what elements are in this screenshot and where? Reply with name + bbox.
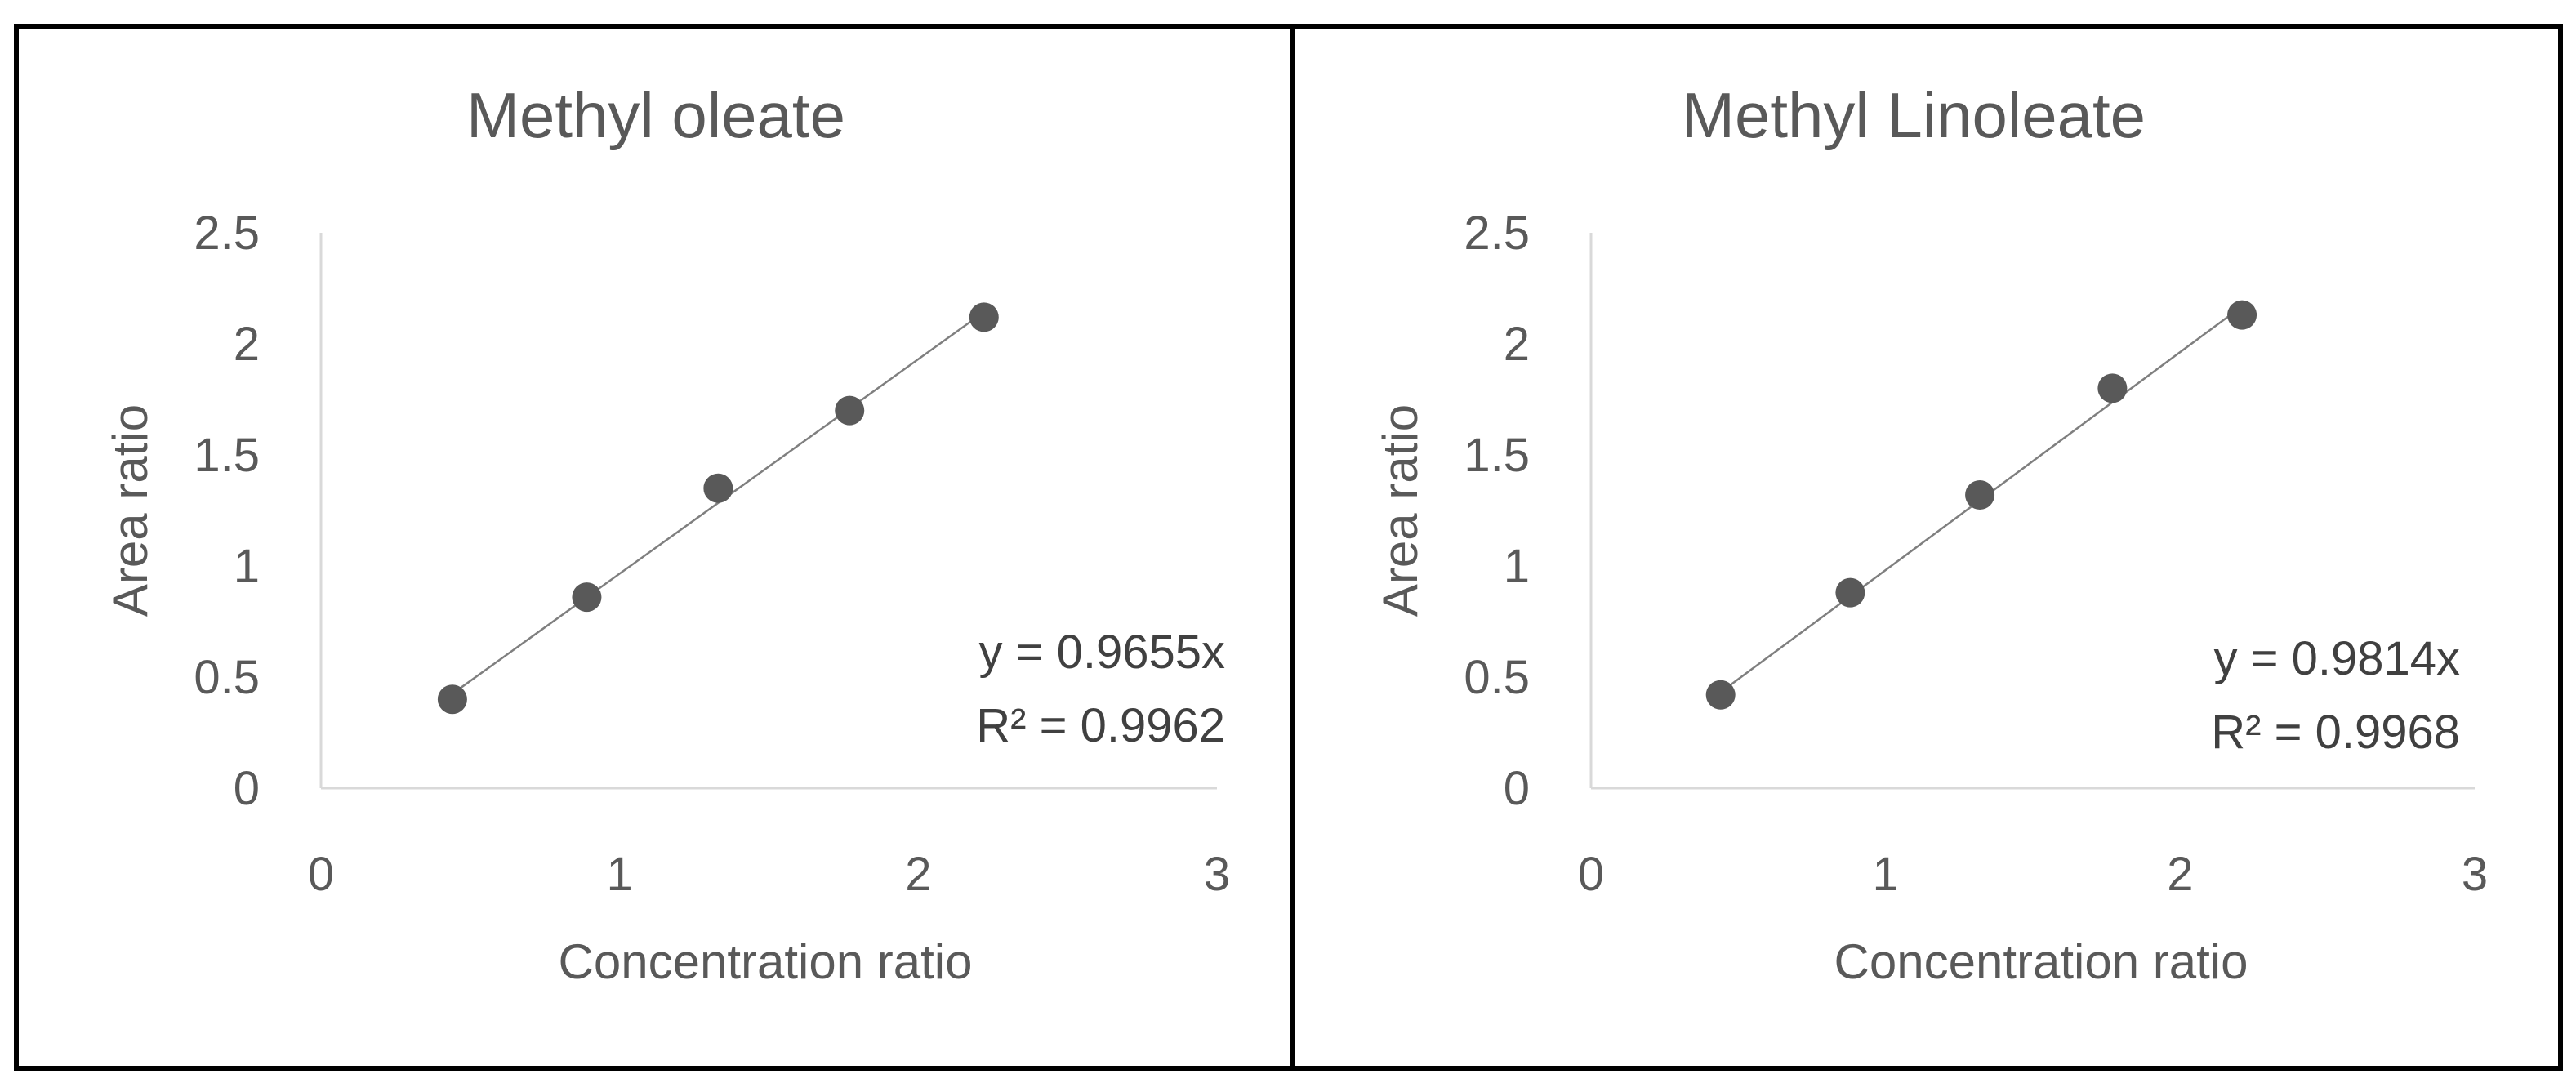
x-tick-label: 0 bbox=[308, 848, 334, 901]
data-point bbox=[1965, 479, 1995, 510]
y-tick-label: 1.5 bbox=[1464, 429, 1530, 482]
x-tick-label: 2 bbox=[905, 848, 931, 901]
trendline-equation: y = 0.9814x bbox=[2214, 632, 2461, 685]
data-point bbox=[1835, 577, 1865, 608]
y-tick-label: 1 bbox=[234, 540, 260, 593]
data-point bbox=[1705, 680, 1736, 710]
chart-panel-methyl-linoleate: Methyl Linoleate Concentration ratio Are… bbox=[1373, 79, 2488, 989]
x-tick-label: 3 bbox=[1204, 848, 1230, 901]
chart-title: Methyl Linoleate bbox=[1682, 79, 2146, 151]
trendline-r-squared: R² = 0.9968 bbox=[2211, 706, 2460, 759]
x-tick-label: 0 bbox=[1578, 848, 1604, 901]
y-tick-label: 1.5 bbox=[194, 429, 260, 482]
y-tick-label: 1 bbox=[1504, 540, 1530, 593]
data-point bbox=[572, 582, 602, 613]
data-point bbox=[835, 395, 865, 426]
data-point bbox=[2097, 373, 2128, 403]
chart-panel-methyl-oleate: Methyl oleate Concentration ratio Area r… bbox=[103, 79, 1230, 989]
y-tick-label: 0 bbox=[1504, 762, 1530, 815]
figure-border bbox=[14, 24, 2563, 1071]
x-tick-label: 1 bbox=[607, 848, 633, 901]
y-tick-label: 2 bbox=[1504, 318, 1530, 371]
y-axis-title: Area ratio bbox=[103, 404, 158, 617]
y-tick-label: 2.5 bbox=[1464, 207, 1530, 260]
data-point bbox=[2227, 300, 2257, 330]
x-tick-label: 2 bbox=[2167, 848, 2193, 901]
y-tick-label: 0.5 bbox=[1464, 651, 1530, 704]
chart-title: Methyl oleate bbox=[466, 79, 845, 151]
data-point bbox=[969, 302, 999, 332]
x-axis-title: Concentration ratio bbox=[1834, 934, 2248, 989]
y-axis-title: Area ratio bbox=[1373, 404, 1428, 617]
data-point bbox=[703, 473, 733, 503]
y-tick-label: 0 bbox=[234, 762, 260, 815]
y-tick-label: 2 bbox=[234, 318, 260, 371]
x-axis-title: Concentration ratio bbox=[559, 934, 973, 989]
trendline-equation: y = 0.9655x bbox=[979, 626, 1226, 679]
data-point bbox=[437, 684, 467, 715]
x-tick-label: 1 bbox=[1873, 848, 1899, 901]
y-tick-label: 0.5 bbox=[194, 651, 260, 704]
trendline-r-squared: R² = 0.9962 bbox=[976, 699, 1225, 752]
x-tick-label: 3 bbox=[2462, 848, 2488, 901]
y-tick-label: 2.5 bbox=[194, 207, 260, 260]
